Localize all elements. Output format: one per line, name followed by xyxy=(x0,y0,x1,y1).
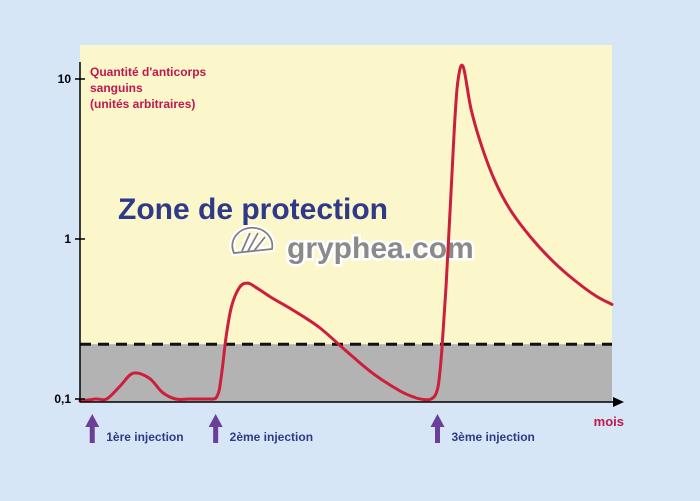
y-axis-label: Quantité d'anticorps sanguins (unités arbi… xyxy=(90,65,207,111)
y-tick-label: 1 xyxy=(64,232,71,246)
y-ticks: 0,1 1 10 xyxy=(54,72,85,406)
injection-arrow xyxy=(430,414,445,443)
injection-label: 3ème injection xyxy=(452,430,535,444)
injection-label: 2ème injection xyxy=(230,430,313,444)
y-tick-label: 10 xyxy=(58,72,72,86)
y-tick-label: 0,1 xyxy=(54,392,71,406)
x-axis-arrowhead xyxy=(613,397,624,407)
x-axis-label: mois xyxy=(594,414,624,429)
y-axis-label-line: (unités arbitraires) xyxy=(90,97,195,111)
injection-label: 1ère injection xyxy=(106,430,183,444)
y-axis-label-line: Quantité d'anticorps xyxy=(90,65,207,79)
zone-label: Zone de protection xyxy=(118,193,388,226)
injection-arrow xyxy=(85,414,100,443)
injections: 1ère injection 2ème injection 3ème injecti… xyxy=(85,414,535,444)
watermark-text: gryphea.com xyxy=(287,232,474,265)
injection-arrow xyxy=(208,414,223,443)
antibody-curve xyxy=(78,63,614,403)
axes: 0,1 1 10 xyxy=(54,62,624,407)
protection-zone-background xyxy=(80,45,612,402)
y-axis-label-line: sanguins xyxy=(90,81,143,95)
below-threshold-background xyxy=(80,344,612,402)
watermark: gryphea.com xyxy=(229,224,476,268)
